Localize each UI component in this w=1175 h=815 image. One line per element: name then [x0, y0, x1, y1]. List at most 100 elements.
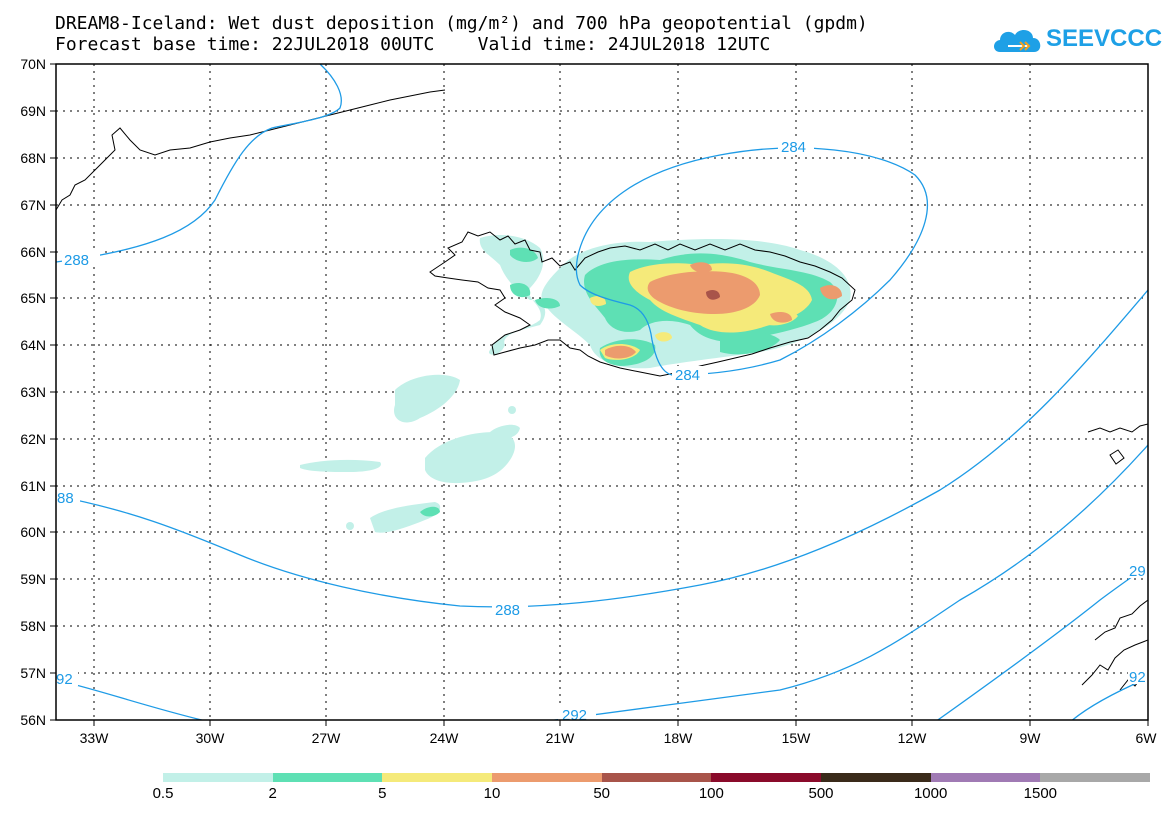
colorbar-swatch: [272, 773, 383, 782]
dust-area-medium-5: [535, 298, 560, 309]
colorbar-swatch: [1040, 773, 1151, 782]
contour-292-left: [56, 679, 205, 720]
dust-area-dark-1: [706, 289, 720, 300]
dust-area-orange-5: [690, 262, 712, 273]
coastlines: [56, 89, 1148, 691]
colorbar-label: 50: [593, 785, 610, 802]
lon-label: 18W: [664, 730, 694, 746]
grid-lines: [56, 64, 1148, 720]
lat-label: 58N: [20, 618, 46, 634]
contour-label-292-left: 92: [56, 671, 73, 688]
valid-time-label: Valid time:: [477, 34, 597, 55]
dust-dot-a: [346, 522, 354, 530]
colorbar-label: 0.5: [152, 785, 174, 802]
dust-patch-d: [370, 502, 441, 533]
contour-label-292-right: 29: [1129, 563, 1146, 580]
dust-deposition-field: [300, 235, 851, 533]
dust-patch-e: [490, 424, 520, 439]
colorbar-swatch: [163, 773, 273, 782]
contour-292-bottom: [550, 444, 1148, 720]
geopotential-contours: [56, 64, 1148, 720]
lon-label: 6W: [1136, 730, 1158, 746]
contour-288-main: [56, 289, 1148, 608]
longitude-labels: 33W 30W 27W 24W 21W 18W 15W 12W 9W 6W: [80, 730, 1158, 746]
contour-label-288-top: 288: [64, 252, 89, 269]
lat-label: 64N: [20, 337, 46, 353]
dust-area-medium-6: [720, 332, 780, 355]
dust-patch-c: [300, 459, 381, 472]
colorbar-swatch: [382, 773, 493, 782]
contour-284: [575, 147, 929, 376]
lat-label: 67N: [20, 197, 46, 213]
map-title: DREAM8-Iceland: Wet dust deposition (mg/…: [55, 13, 868, 34]
lon-label: 27W: [312, 730, 342, 746]
lat-label: 69N: [20, 103, 46, 119]
tick-marks: [50, 63, 1149, 726]
dust-area-orange-1: [647, 271, 760, 314]
lat-label: 59N: [20, 571, 46, 587]
dust-area-westfjords: [479, 235, 546, 355]
dust-patch-b: [425, 432, 515, 484]
dust-patch-a: [394, 374, 460, 423]
coast-faroe-island: [1109, 449, 1125, 465]
dust-area-medium-3: [510, 247, 538, 262]
dust-area-medium-4: [510, 283, 531, 298]
logo-text: SEEVCCC: [1046, 25, 1163, 52]
contour-label-288-left: 88: [57, 490, 74, 507]
lat-label: 57N: [20, 665, 46, 681]
lat-label: 65N: [20, 290, 46, 306]
colorbar: [163, 773, 1151, 782]
lon-label: 30W: [196, 730, 226, 746]
colorbar-label: 5: [378, 785, 387, 802]
colorbar-swatch: [492, 773, 602, 782]
dust-area-yellow-4: [590, 296, 606, 306]
coast-scotland-north: [1094, 599, 1148, 641]
contour-label-284-top: 284: [781, 139, 806, 156]
colorbar-label: 100: [698, 785, 724, 802]
dust-area-yellow-3: [655, 332, 672, 342]
contour-label-292-bottom: 292: [562, 707, 587, 724]
contour-label-292-right2: 92: [1129, 669, 1146, 686]
contour-label-284-bottom: 284: [675, 367, 700, 384]
map-subtitle: Forecast base time: 22JUL2018 00UTC Vali…: [55, 35, 770, 55]
coast-scotland-west: [1081, 639, 1148, 686]
contour-292-right: [936, 564, 1148, 720]
seevccc-logo: SEEVCCC: [990, 22, 1162, 58]
colorbar-swatch: [930, 773, 1041, 782]
coast-iceland: [429, 231, 856, 377]
coast-greenland: [56, 89, 446, 211]
latitude-labels: 70N 69N 68N 67N 66N 65N 64N 63N 62N 61N …: [20, 56, 46, 728]
dust-area-orange-3: [820, 285, 842, 300]
lat-label: 62N: [20, 431, 46, 447]
base-time-value: 22JUL2018 00UTC: [271, 34, 435, 55]
lon-label: 21W: [546, 730, 576, 746]
dust-area-orange-4: [770, 312, 792, 323]
colorbar-swatch: [711, 773, 822, 782]
cloud-icon: [994, 29, 1041, 52]
colorbar-swatch: [821, 773, 931, 782]
lon-label: 12W: [898, 730, 928, 746]
colorbar-label: 1500: [1023, 785, 1058, 802]
lat-label: 68N: [20, 150, 46, 166]
colorbar-label: 500: [808, 785, 834, 802]
lat-label: 70N: [20, 56, 46, 72]
lon-label: 9W: [1020, 730, 1042, 746]
lon-label: 33W: [80, 730, 110, 746]
lat-label: 66N: [20, 244, 46, 260]
dust-area-orange-2: [605, 345, 636, 359]
colorbar-label: 2: [268, 785, 277, 802]
lon-label: 24W: [430, 730, 460, 746]
dust-dot-b: [508, 406, 516, 414]
colorbar-label: 1000: [913, 785, 948, 802]
dust-area-medium-7: [420, 506, 440, 517]
colorbar-label: 10: [483, 785, 501, 802]
lat-label: 61N: [20, 478, 46, 494]
coast-faroe: [1087, 423, 1148, 433]
valid-time-value: 24JUL2018 12UTC: [607, 34, 771, 55]
contour-label-288-mid: 288: [495, 602, 520, 619]
lat-label: 60N: [20, 524, 46, 540]
lon-label: 15W: [782, 730, 812, 746]
base-time-label: Forecast base time:: [55, 34, 261, 55]
contour-288-top: [56, 64, 342, 263]
